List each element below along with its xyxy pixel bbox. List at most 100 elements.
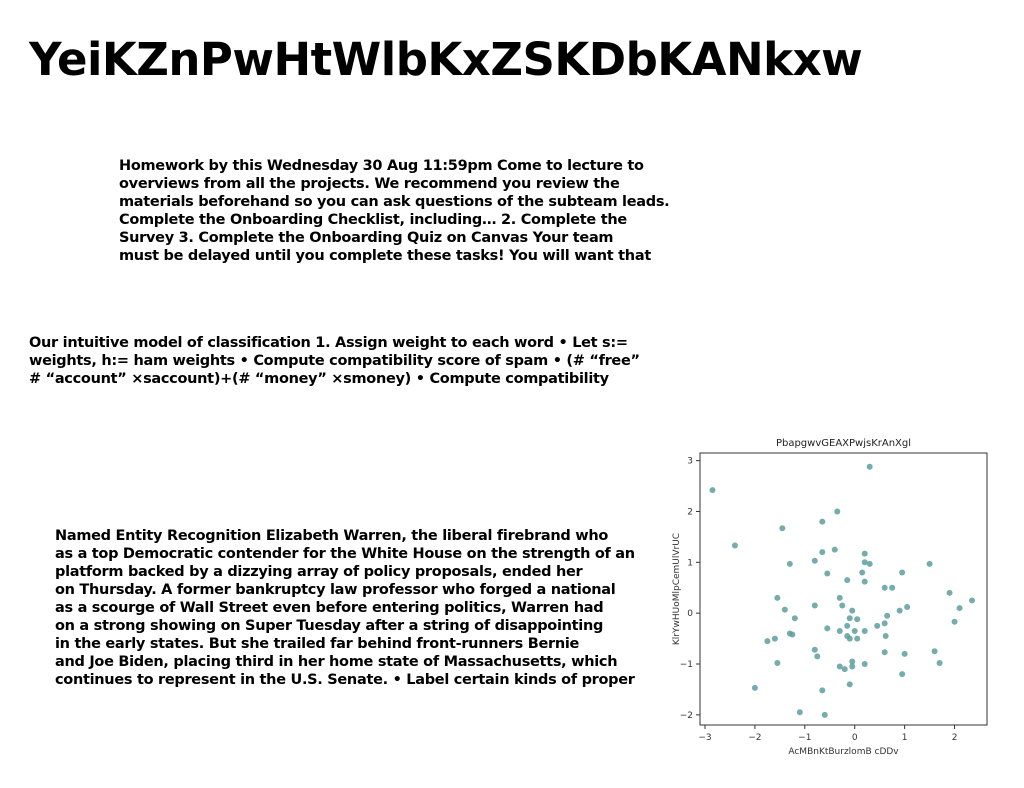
x-tick-label: 0 bbox=[852, 733, 858, 743]
scatter-point bbox=[896, 607, 903, 614]
y-tick-label: 1 bbox=[687, 558, 693, 568]
x-tick-label: 2 bbox=[952, 733, 958, 743]
text-line: and Joe Biden, placing third in her home… bbox=[55, 654, 618, 670]
scatter-point bbox=[779, 525, 786, 532]
scatter-point bbox=[771, 635, 778, 642]
scatter-point bbox=[956, 605, 963, 612]
scatter-point bbox=[882, 633, 889, 640]
x-tick-label: −1 bbox=[798, 733, 811, 743]
scatter-point bbox=[889, 584, 896, 591]
scatter-point bbox=[861, 559, 868, 566]
scatter-point bbox=[901, 650, 908, 657]
text-line: weights, h:= ham weights • Compute compa… bbox=[29, 353, 640, 369]
scatter-point bbox=[851, 627, 858, 634]
scatter-point bbox=[751, 684, 758, 691]
scatter-point bbox=[884, 612, 891, 619]
classification-text-block: Our intuitive model of classification 1.… bbox=[29, 334, 640, 388]
text-line: materials beforehand so you can ask ques… bbox=[119, 194, 670, 210]
scatter-point bbox=[866, 463, 873, 470]
scatter-point bbox=[841, 666, 848, 673]
scatter-point bbox=[846, 681, 853, 688]
text-line: Named Entity Recognition Elizabeth Warre… bbox=[55, 528, 609, 544]
scatter-point bbox=[854, 616, 861, 623]
scatter-point bbox=[731, 542, 738, 549]
scatter-point bbox=[774, 659, 781, 666]
scatter-point bbox=[789, 631, 796, 638]
y-tick-label: 2 bbox=[687, 507, 693, 517]
scatter-point bbox=[936, 659, 943, 666]
scatter-point bbox=[834, 508, 841, 515]
text-line: Homework by this Wednesday 30 Aug 11:59p… bbox=[119, 158, 644, 174]
scatter-point bbox=[861, 550, 868, 557]
scatter-point bbox=[844, 577, 851, 584]
scatter-point bbox=[861, 627, 868, 634]
chart-title: PbapgwvGEAXPwjsKrAnXgl bbox=[776, 438, 911, 449]
scatter-point bbox=[849, 663, 856, 670]
scatter-point bbox=[951, 618, 958, 625]
text-line: overviews from all the projects. We reco… bbox=[119, 176, 620, 192]
scatter-point bbox=[844, 622, 851, 629]
x-tick-label: 1 bbox=[902, 733, 908, 743]
scatter-point bbox=[969, 597, 976, 604]
y-tick-label: −2 bbox=[680, 711, 693, 721]
text-line: Our intuitive model of classification 1.… bbox=[29, 335, 628, 351]
scatter-point bbox=[846, 615, 853, 622]
scatter-point bbox=[796, 709, 803, 716]
scatter-point bbox=[819, 687, 826, 694]
x-tick-label: −2 bbox=[748, 733, 761, 743]
scatter-point bbox=[824, 625, 831, 632]
text-line: platform backed by a dizzying array of p… bbox=[55, 564, 583, 580]
scatter-point bbox=[881, 620, 888, 627]
homework-text-block: Homework by this Wednesday 30 Aug 11:59p… bbox=[119, 157, 670, 265]
scatter-point bbox=[849, 607, 856, 614]
scatter-point bbox=[946, 589, 953, 596]
scatter-point bbox=[819, 518, 826, 525]
scatter-point bbox=[859, 569, 866, 576]
scatter-point bbox=[791, 615, 798, 622]
scatter-point bbox=[836, 594, 843, 601]
scatter-point bbox=[861, 660, 868, 667]
scatter-point bbox=[861, 578, 868, 585]
scatter-point bbox=[819, 549, 826, 556]
scatter-point bbox=[811, 646, 818, 653]
scatter-point bbox=[844, 633, 851, 640]
text-line: must be delayed until you complete these… bbox=[119, 248, 651, 264]
text-line: on Thursday. A former bankruptcy law pro… bbox=[55, 582, 616, 598]
ner-text-block: Named Entity Recognition Elizabeth Warre… bbox=[55, 527, 635, 689]
scatter-point bbox=[931, 648, 938, 655]
scatter-point bbox=[849, 658, 856, 665]
scatter-point bbox=[881, 584, 888, 591]
scatter-point bbox=[899, 671, 906, 678]
scatter-point bbox=[881, 649, 888, 656]
scatter-chart: −3 −2 −1 0 1 2 −2 −1 0 1 2 3 PbapgwvGEAXPwjsKrAnXgl A… bbox=[672, 438, 988, 757]
text-line: as a top Democratic contender for the Wh… bbox=[55, 546, 635, 562]
text-line: Complete the Onboarding Checklist, inclu… bbox=[119, 212, 627, 228]
scatter-point bbox=[774, 594, 781, 601]
scatter-point bbox=[836, 627, 843, 634]
scatter-point bbox=[926, 560, 933, 567]
scatter-point bbox=[899, 569, 906, 576]
scatter-point bbox=[874, 622, 881, 629]
scatter-point bbox=[824, 570, 831, 577]
scatter-point bbox=[836, 663, 843, 670]
scatter-point bbox=[811, 602, 818, 609]
scatter-point bbox=[821, 711, 828, 718]
scatter-point bbox=[811, 557, 818, 564]
text-line: as a scourge of Wall Street even before … bbox=[55, 600, 604, 616]
y-axis-label: KlrYwHUoMlpCemUlVrUC bbox=[672, 533, 682, 645]
scatter-point bbox=[904, 604, 911, 611]
scatter-point bbox=[709, 487, 716, 494]
text-line: Survey 3. Complete the Onboarding Quiz o… bbox=[119, 230, 614, 246]
scatter-point bbox=[866, 560, 873, 567]
x-tick-label: −3 bbox=[698, 733, 711, 743]
scatter-point bbox=[781, 606, 788, 613]
text-line: # “account” ×saccount)+(# “money” ×smone… bbox=[29, 371, 609, 387]
x-axis-label: AcMBnKtBurzlomB cDDv bbox=[788, 747, 899, 757]
text-line: on a strong showing on Super Tuesday aft… bbox=[55, 618, 604, 634]
y-tick-label: −1 bbox=[680, 660, 693, 670]
text-line: in the early states. But she trailed far… bbox=[55, 636, 580, 652]
scatter-point bbox=[786, 560, 793, 567]
text-line: continues to represent in the U.S. Senat… bbox=[55, 672, 635, 688]
y-tick-label: 3 bbox=[687, 457, 693, 467]
scatter-point bbox=[839, 602, 846, 609]
